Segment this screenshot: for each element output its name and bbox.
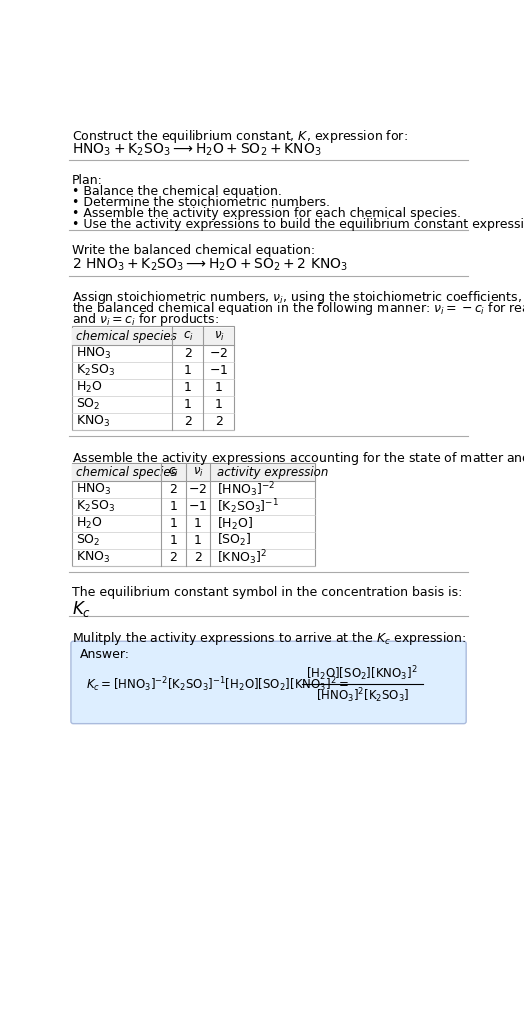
Text: Assign stoichiometric numbers, $\nu_i$, using the stoichiometric coefficients, $: Assign stoichiometric numbers, $\nu_i$, … [72, 289, 524, 307]
Text: Mulitply the activity expressions to arrive at the $K_c$ expression:: Mulitply the activity expressions to arr… [72, 630, 466, 647]
Text: $\mathrm{HNO_3 + K_2SO_3 \longrightarrow H_2O + SO_2 + KNO_3}$: $\mathrm{HNO_3 + K_2SO_3 \longrightarrow… [72, 142, 321, 158]
Text: $-1$: $-1$ [210, 364, 228, 377]
Text: $[\mathrm{H_2O}][\mathrm{SO_2}][\mathrm{KNO_3}]^2$: $[\mathrm{H_2O}][\mathrm{SO_2}][\mathrm{… [307, 664, 418, 683]
Text: 1: 1 [169, 534, 177, 547]
Text: $\mathrm{K_2SO_3}$: $\mathrm{K_2SO_3}$ [77, 499, 115, 514]
Text: 1: 1 [194, 534, 202, 547]
Text: $K_c = [\mathrm{HNO_3}]^{-2}[\mathrm{K_2SO_3}]^{-1}[\mathrm{H_2O}][\mathrm{SO_2}: $K_c = [\mathrm{HNO_3}]^{-2}[\mathrm{K_2… [85, 675, 348, 694]
Text: $\mathrm{KNO_3}$: $\mathrm{KNO_3}$ [77, 550, 111, 565]
Text: $[\mathrm{SO_2}]$: $[\mathrm{SO_2}]$ [216, 532, 251, 548]
Text: $\nu_i$: $\nu_i$ [193, 466, 203, 479]
Text: $[\mathrm{H_2O}]$: $[\mathrm{H_2O}]$ [216, 516, 253, 532]
Text: • Assemble the activity expression for each chemical species.: • Assemble the activity expression for e… [72, 207, 461, 220]
Text: $c_i$: $c_i$ [168, 466, 179, 479]
Text: 2: 2 [184, 346, 192, 360]
Text: Write the balanced chemical equation:: Write the balanced chemical equation: [72, 244, 315, 257]
Text: $c_i$: $c_i$ [182, 330, 193, 342]
Text: 1: 1 [169, 500, 177, 513]
Text: $\nu_i$: $\nu_i$ [214, 330, 224, 342]
Text: $-2$: $-2$ [189, 483, 208, 496]
Text: Answer:: Answer: [80, 648, 129, 661]
Text: $\mathrm{H_2O}$: $\mathrm{H_2O}$ [77, 380, 103, 394]
Text: activity expression: activity expression [216, 466, 328, 479]
Text: the balanced chemical equation in the following manner: $\nu_i = -c_i$ for react: the balanced chemical equation in the fo… [72, 301, 524, 317]
Text: $[\mathrm{HNO_3}]^{-2}$: $[\mathrm{HNO_3}]^{-2}$ [216, 480, 275, 499]
Text: $\mathrm{SO_2}$: $\mathrm{SO_2}$ [77, 396, 101, 412]
FancyBboxPatch shape [71, 641, 466, 723]
Text: 1: 1 [184, 364, 192, 377]
Text: chemical species: chemical species [77, 330, 177, 342]
Text: 2: 2 [169, 551, 177, 564]
Text: and $\nu_i = c_i$ for products:: and $\nu_i = c_i$ for products: [72, 311, 219, 328]
Text: 2: 2 [184, 415, 192, 428]
Bar [72, 465, 315, 481]
Bar [72, 326, 234, 430]
Text: $\mathrm{H_2O}$: $\mathrm{H_2O}$ [77, 516, 103, 531]
Text: $\mathrm{HNO_3}$: $\mathrm{HNO_3}$ [77, 482, 112, 497]
Text: $\mathrm{K_2SO_3}$: $\mathrm{K_2SO_3}$ [77, 363, 115, 378]
Text: $\mathrm{SO_2}$: $\mathrm{SO_2}$ [77, 533, 101, 548]
Text: 1: 1 [184, 381, 192, 393]
Text: $[\mathrm{HNO_3}]^2[\mathrm{K_2SO_3}]$: $[\mathrm{HNO_3}]^2[\mathrm{K_2SO_3}]$ [315, 686, 409, 704]
Text: The equilibrium constant symbol in the concentration basis is:: The equilibrium constant symbol in the c… [72, 586, 462, 599]
Text: 1: 1 [215, 397, 223, 411]
Text: 1: 1 [215, 381, 223, 393]
Text: $[\mathrm{K_2SO_3}]^{-1}$: $[\mathrm{K_2SO_3}]^{-1}$ [216, 497, 279, 516]
Text: • Balance the chemical equation.: • Balance the chemical equation. [72, 185, 281, 199]
Text: $K_c$: $K_c$ [72, 599, 91, 619]
Text: $\mathrm{2\ HNO_3 + K_2SO_3 \longrightarrow H_2O + SO_2 + 2\ KNO_3}$: $\mathrm{2\ HNO_3 + K_2SO_3 \longrightar… [72, 257, 348, 273]
Text: $[\mathrm{KNO_3}]^2$: $[\mathrm{KNO_3}]^2$ [216, 548, 267, 567]
Text: 1: 1 [194, 517, 202, 530]
Text: 2: 2 [194, 551, 202, 564]
Bar [72, 328, 234, 344]
Text: $\mathrm{KNO_3}$: $\mathrm{KNO_3}$ [77, 414, 111, 429]
Text: Plan:: Plan: [72, 174, 103, 186]
Text: $-1$: $-1$ [189, 500, 208, 513]
Text: • Determine the stoichiometric numbers.: • Determine the stoichiometric numbers. [72, 197, 330, 209]
Text: 1: 1 [184, 397, 192, 411]
Text: • Use the activity expressions to build the equilibrium constant expression.: • Use the activity expressions to build … [72, 218, 524, 230]
Text: $-2$: $-2$ [210, 346, 228, 360]
Text: 2: 2 [169, 483, 177, 496]
Bar [72, 463, 315, 566]
Text: Construct the equilibrium constant, $K$, expression for:: Construct the equilibrium constant, $K$,… [72, 128, 408, 146]
Text: 1: 1 [169, 517, 177, 530]
Text: $\mathrm{HNO_3}$: $\mathrm{HNO_3}$ [77, 345, 112, 361]
Text: chemical species: chemical species [77, 466, 177, 479]
Text: 2: 2 [215, 415, 223, 428]
Text: Assemble the activity expressions accounting for the state of matter and $\nu_i$: Assemble the activity expressions accoun… [72, 449, 524, 467]
